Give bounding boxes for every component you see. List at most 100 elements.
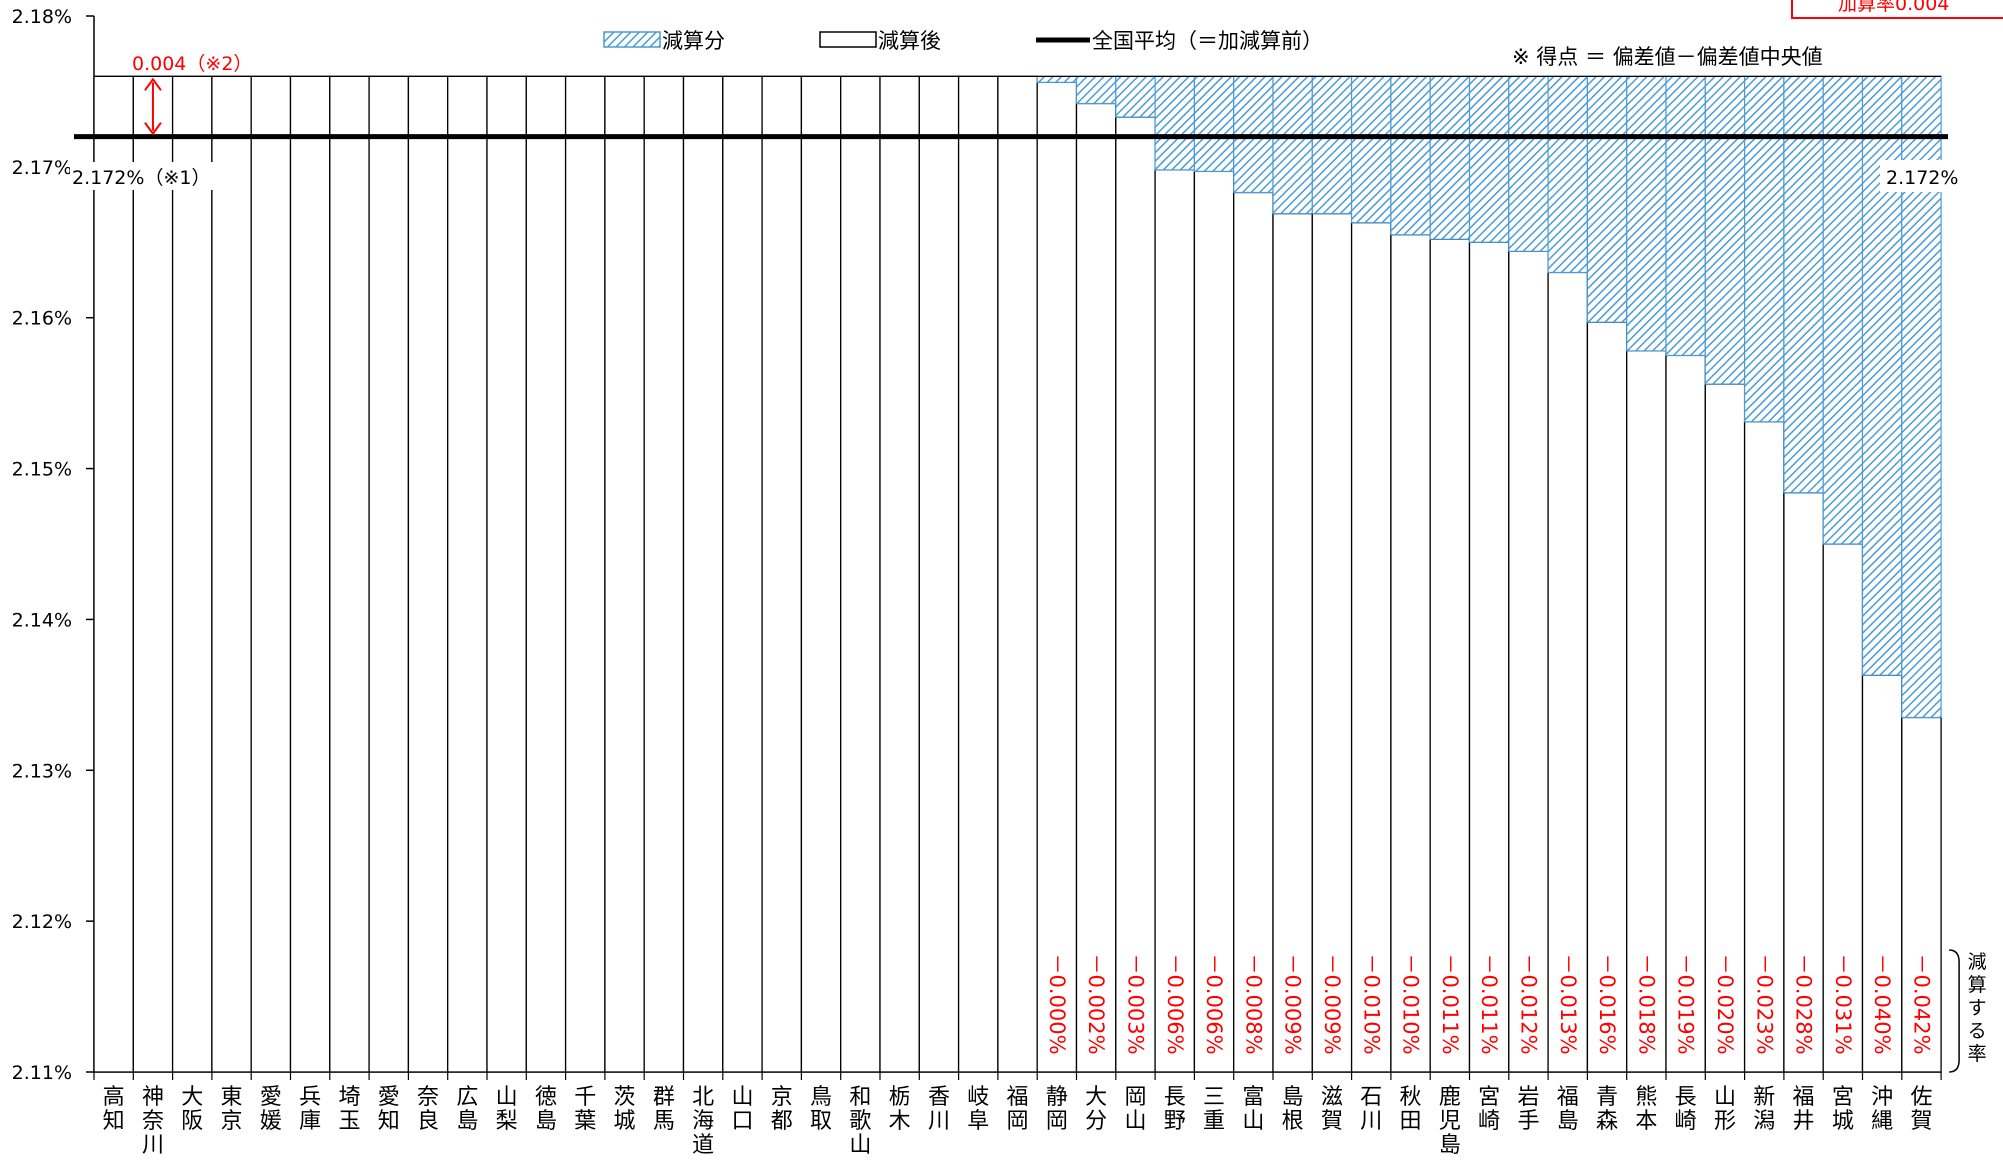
category-label-char: 葉 (574, 1109, 596, 1134)
category-label-char: 茨 (614, 1085, 636, 1110)
reduction-label-bg (1080, 918, 1113, 1068)
x-axis-labels: 高知神奈川大阪東京愛媛兵庫埼玉愛知奈良広島山梨徳島千葉茨城群馬北海道山口京都鳥取… (103, 1085, 1933, 1158)
category-label-char: 崎 (1478, 1109, 1500, 1134)
top-right-label: 加算率0.004 (1838, 0, 1949, 15)
reduction-label: －0.009% (1320, 953, 1344, 1054)
bar-reduction (1547, 75, 1588, 274)
category-label-char: 京 (771, 1085, 793, 1110)
reduction-label-bg (1905, 918, 1938, 1068)
category-label-char: 福 (1557, 1085, 1579, 1110)
reduction-label-bg (1433, 918, 1466, 1068)
average-label-left: 2.172%（※1） (72, 167, 210, 189)
reduction-label-bg (1512, 918, 1545, 1068)
bar-reduction (1626, 75, 1667, 352)
y-tick-label: 2.13% (12, 760, 72, 782)
reduction-label-bg (1198, 918, 1231, 1068)
category-label-char: 北 (692, 1085, 714, 1110)
bar-after (564, 75, 606, 1073)
legend-swatch-after (819, 31, 877, 48)
legend-label-after: 減算後 (878, 29, 941, 53)
reduction-label-bg (1748, 918, 1781, 1068)
category-label-char: 富 (1242, 1085, 1264, 1110)
category-label-char: 城 (614, 1109, 636, 1134)
bar-after (368, 75, 410, 1073)
category-label-char: 井 (1793, 1109, 1815, 1134)
bar-reduction (1468, 75, 1510, 243)
bar-reduction (1193, 75, 1235, 172)
bar-reduction (1429, 75, 1471, 240)
bar-reduction (1390, 75, 1431, 236)
category-label-char: 島 (1439, 1133, 1461, 1158)
category-label-char: 山 (849, 1133, 871, 1158)
reduction-label: －0.006% (1202, 953, 1226, 1054)
category-label-char: 沖 (1871, 1085, 1893, 1110)
category-label-char: 東 (221, 1085, 243, 1110)
category-label-char: 阜 (967, 1109, 989, 1134)
reduction-label: －0.042% (1909, 953, 1933, 1054)
reduction-label-bg (1787, 918, 1820, 1068)
y-tick-label: 2.11% (12, 1062, 72, 1084)
bar-after (761, 75, 803, 1073)
category-label-char: 京 (221, 1109, 243, 1134)
category-label-char: 島 (1557, 1109, 1579, 1134)
category-label-char: 岡 (1007, 1109, 1029, 1134)
reduction-label-bg (1158, 918, 1191, 1068)
bar-reduction (1350, 75, 1392, 224)
bar-after (250, 75, 292, 1073)
category-label-char: 島 (1282, 1085, 1304, 1110)
reduction-label-bg (1591, 918, 1624, 1068)
reduction-label: －0.013% (1556, 953, 1580, 1054)
bar-after (171, 75, 213, 1073)
bar-after (1036, 81, 1078, 1073)
category-label-char: 城 (1832, 1109, 1854, 1134)
reduction-label-bg (1276, 918, 1309, 1068)
bar-after (211, 75, 252, 1073)
category-label-char: 静 (1046, 1085, 1068, 1110)
category-label-char: 分 (1085, 1109, 1107, 1134)
reduction-label: －0.019% (1674, 953, 1698, 1054)
bar-after (879, 75, 920, 1073)
category-label-char: 新 (1753, 1085, 1775, 1110)
bar-reduction (1665, 75, 1706, 357)
gap-label: 0.004（※2） (132, 53, 252, 75)
category-label-char: 島 (535, 1109, 557, 1134)
gap-arrow-head-down (144, 122, 162, 136)
category-label-char: 岐 (967, 1085, 989, 1110)
top-right-label-box: 加算率0.004 (1791, 0, 2003, 19)
bar-reduction (1704, 75, 1746, 385)
chart-note: ※ 得点 ＝ 偏差値－偏差値中央値 (1512, 45, 1823, 69)
category-label-char: 形 (1714, 1109, 1736, 1134)
category-label-char: 和 (849, 1085, 871, 1110)
reduction-label: －0.028% (1792, 953, 1816, 1054)
category-label-char: 森 (1596, 1109, 1618, 1134)
bar-reduction (1743, 75, 1785, 423)
category-label-char: 鳥 (810, 1085, 832, 1110)
category-label-char: 愛 (378, 1085, 400, 1110)
reduction-bracket-label-char: る (1968, 1020, 1987, 1042)
bar-after (722, 75, 763, 1073)
bar-after (957, 75, 999, 1073)
reduction-bracket-label-char: 率 (1968, 1043, 1987, 1065)
bar-after (1115, 116, 1156, 1073)
category-label-char: 岡 (1124, 1085, 1146, 1110)
reduction-label: －0.011% (1477, 953, 1501, 1054)
reduction-label: －0.006% (1163, 953, 1187, 1054)
bar-after (840, 75, 881, 1073)
category-label-char: 奈 (142, 1109, 164, 1134)
y-tick-label: 2.18% (12, 6, 72, 28)
legend: 減算分 減算後 全国平均（＝加減算前） (603, 29, 1323, 53)
category-label-char: 道 (692, 1133, 714, 1158)
bar-reduction (1075, 75, 1117, 105)
reduction-label: －0.018% (1634, 953, 1658, 1054)
reduction-label-bg (1551, 918, 1584, 1068)
reduction-label: －0.023% (1752, 953, 1776, 1054)
category-label-char: 庫 (299, 1109, 321, 1134)
bar-after (329, 75, 370, 1073)
category-label-char: 秋 (1400, 1085, 1422, 1110)
category-label-char: 滋 (1321, 1085, 1343, 1110)
reduction-label: －0.002% (1084, 953, 1108, 1054)
category-label-char: 徳 (535, 1085, 557, 1110)
category-label-char: 都 (771, 1109, 793, 1134)
category-label-char: 馬 (653, 1109, 675, 1134)
category-label-char: 福 (1007, 1085, 1029, 1110)
